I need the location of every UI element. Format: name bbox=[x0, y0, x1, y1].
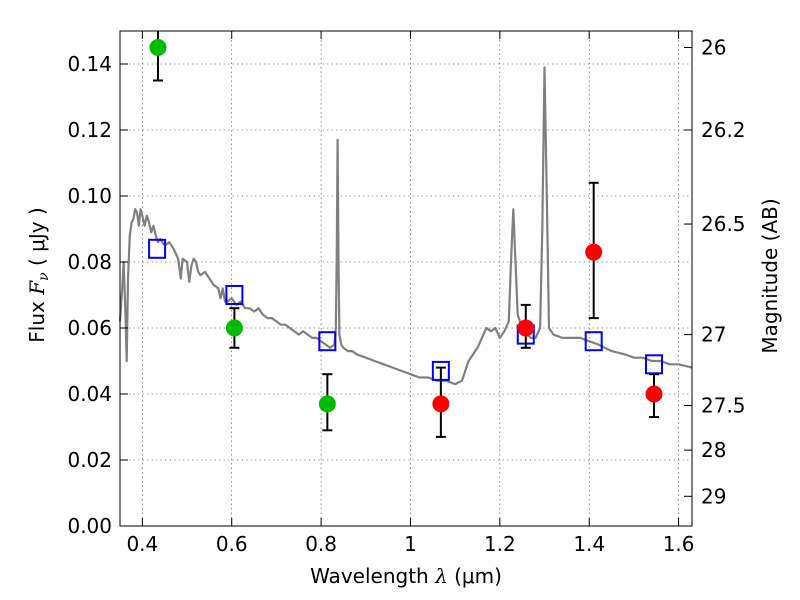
x-axis-title-symbol: λ bbox=[434, 564, 448, 588]
model-photometry-square bbox=[148, 238, 167, 259]
y-axis-title-text: Flux bbox=[25, 295, 49, 343]
x-tick-label: 0.4 bbox=[126, 532, 158, 556]
y-tick-label: 0.02 bbox=[67, 448, 112, 472]
y-tick-label: 0.12 bbox=[67, 118, 112, 142]
observed-photometry-point bbox=[149, 39, 167, 56]
model-photometry-square bbox=[584, 331, 603, 352]
observed-photometry-point bbox=[517, 319, 535, 337]
y-axis-title-units: ( μJy ) bbox=[25, 207, 49, 272]
x-tick-label: 1 bbox=[404, 532, 417, 556]
y-tick-label: 0.06 bbox=[67, 316, 112, 340]
right-tick-label: 27.5 bbox=[701, 394, 746, 418]
y-axis-title: Flux Fν ( μJy ) bbox=[25, 207, 52, 342]
x-axis-title-units: (μm) bbox=[448, 564, 502, 588]
observed-photometry-layer bbox=[149, 31, 663, 438]
observed-photometry-point bbox=[225, 319, 243, 337]
y-axis-title-symbol: F bbox=[25, 280, 49, 296]
x-tick-label: 0.8 bbox=[305, 532, 337, 556]
observed-photometry-point bbox=[318, 395, 336, 413]
plot-frame bbox=[119, 30, 693, 527]
x-tick-label: 1.4 bbox=[573, 532, 605, 556]
x-tick-label: 1.6 bbox=[663, 532, 695, 556]
model-photometry-square bbox=[225, 285, 244, 305]
right-tick-label: 27 bbox=[701, 323, 726, 347]
y-tick-label: 0.14 bbox=[67, 52, 112, 76]
grid bbox=[120, 31, 692, 527]
observed-photometry-point bbox=[645, 385, 663, 403]
right-tick-label: 26 bbox=[701, 36, 726, 60]
y-tick-label: 0.00 bbox=[67, 514, 112, 538]
y-tick-label: 0.08 bbox=[67, 250, 112, 274]
y-tick-label: 0.10 bbox=[67, 184, 112, 208]
x-tick-label: 1.2 bbox=[484, 532, 516, 556]
model-photometry-square bbox=[318, 331, 337, 352]
observed-photometry-point bbox=[585, 243, 603, 261]
observed-photometry-point bbox=[432, 395, 450, 413]
y-axis-title-subscript: ν bbox=[36, 272, 52, 281]
right-tick-label: 29 bbox=[701, 484, 726, 508]
x-tick-label: 0.6 bbox=[216, 532, 248, 556]
right-tick-label: 26.2 bbox=[701, 118, 746, 142]
right-tick-label: 28 bbox=[701, 438, 726, 462]
right-tick-label: 26.5 bbox=[701, 212, 746, 236]
x-axis-title: Wavelength λ (μm) bbox=[310, 564, 502, 588]
right-axis-title: Magnitude (AB) bbox=[758, 198, 782, 353]
x-axis-title-text: Wavelength bbox=[310, 564, 435, 588]
axis-ticks: 0.4 0.6 0.8 1 1.2 1.4 1.6 0.00 0.02 0.04 0.06 0.08 0… bbox=[67, 31, 746, 556]
y-tick-label: 0.04 bbox=[67, 382, 112, 406]
